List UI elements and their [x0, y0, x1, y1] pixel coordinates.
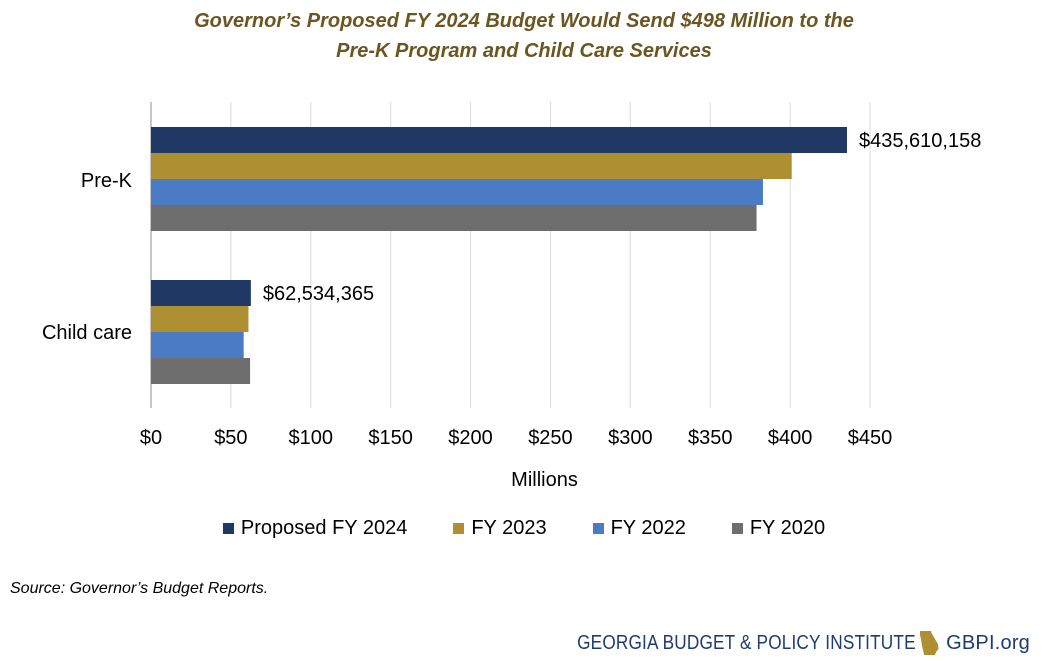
website-link[interactable]: GBPI.org: [946, 631, 1030, 654]
x-tick-label: $200: [448, 427, 493, 449]
chart-title: Governor’s Proposed FY 2024 Budget Would…: [0, 6, 1048, 66]
x-tick-label: $0: [140, 427, 162, 449]
x-tick-label: $50: [214, 427, 247, 449]
source-note: Source: Governor’s Budget Reports.: [10, 580, 269, 597]
legend-swatch: [222, 522, 234, 534]
x-tick-label: $150: [368, 427, 413, 449]
x-tick-label: $300: [608, 427, 653, 449]
data-label: $435,610,158: [859, 130, 981, 152]
legend-label: FY 2020: [749, 516, 826, 539]
bar-pre-k-fy-2022: [151, 179, 763, 205]
chart-legend: Proposed FY 2024 FY 2023 FY 2022 FY 2020: [0, 514, 1048, 542]
legend-swatch: [731, 522, 743, 534]
georgia-state-icon: [920, 631, 939, 655]
bar-pre-k-proposed-fy-2024: [151, 127, 847, 153]
legend-item: FY 2023: [453, 516, 547, 540]
legend-label: FY 2023: [471, 516, 547, 539]
x-tick-label: $350: [688, 427, 733, 449]
legend-label: Proposed FY 2024: [240, 516, 408, 539]
x-tick-label: $100: [289, 427, 334, 449]
x-tick-label: $450: [848, 427, 893, 449]
bar-child-care-fy-2020: [151, 358, 251, 384]
legend-swatch: [453, 522, 465, 534]
bar-child-care-proposed-fy-2024: [151, 280, 251, 306]
footer-branding: GEORGIA BUDGET & POLICY INSTITUTE GBPI.o…: [522, 630, 1030, 656]
category-label: Child care: [42, 322, 132, 344]
chart-title-line-1: Governor’s Proposed FY 2024 Budget Would…: [194, 10, 854, 32]
bar-pre-k-fy-2020: [151, 205, 757, 231]
legend-item: Proposed FY 2024: [222, 516, 408, 540]
category-label: Pre-K: [81, 170, 133, 192]
legend-item: FY 2020: [731, 516, 826, 540]
bar-child-care-fy-2022: [151, 332, 244, 358]
x-tick-label: $400: [768, 427, 813, 449]
chart-title-line-2: Pre-K Program and Child Care Services: [336, 40, 712, 62]
bar-pre-k-fy-2023: [151, 153, 792, 179]
x-axis-title: Millions: [511, 469, 578, 491]
legend-label: FY 2022: [610, 516, 686, 539]
legend-item: FY 2022: [592, 516, 686, 540]
bar-child-care-fy-2023: [151, 306, 249, 332]
x-tick-label: $250: [528, 427, 573, 449]
legend-swatch: [592, 522, 604, 534]
data-label: $62,534,365: [263, 283, 374, 305]
bar-chart: $0 $50 $100 $150 $200 $250 $300 $350 $400 $450 Pre…: [42, 102, 981, 491]
organization-name: GEORGIA BUDGET & POLICY INSTITUTE: [577, 631, 917, 654]
